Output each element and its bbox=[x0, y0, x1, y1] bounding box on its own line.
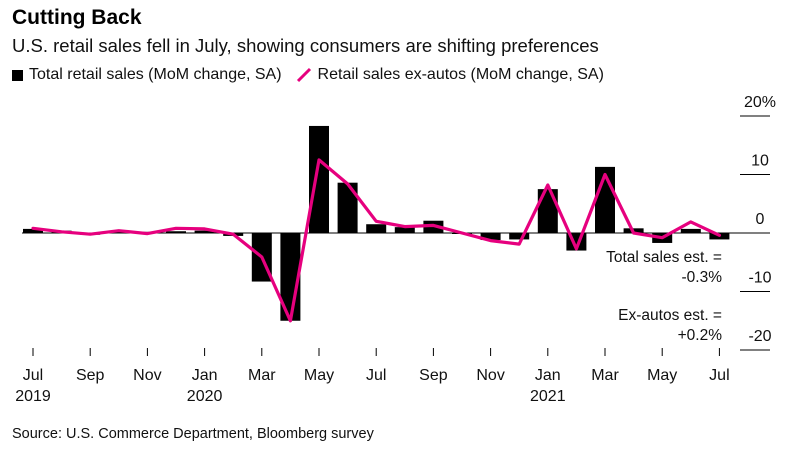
bar-total-sales bbox=[337, 182, 358, 233]
bar-total-sales bbox=[680, 228, 701, 233]
chart-title: Cutting Back bbox=[12, 6, 142, 29]
x-tick-label: Jan bbox=[192, 367, 218, 384]
x-tick-label: Mar bbox=[248, 367, 276, 384]
legend-label-ex-autos: Retail sales ex-autos (MoM change, SA) bbox=[317, 66, 604, 83]
x-tick-label: May bbox=[304, 367, 334, 384]
x-tick-label: Sep bbox=[76, 367, 105, 384]
x-tick-label: Jul bbox=[23, 367, 43, 384]
line-ex-autos bbox=[31, 158, 722, 323]
y-tick-label: 20% bbox=[744, 94, 776, 111]
chart-source: Source: U.S. Commerce Department, Bloomb… bbox=[12, 426, 374, 442]
bar-total-sales bbox=[394, 227, 415, 233]
annotation-value: +0.2% bbox=[678, 327, 723, 344]
bar-total-sales bbox=[366, 224, 387, 233]
annotation-text: Total sales est. = bbox=[606, 249, 722, 266]
y-tick-label: 10 bbox=[751, 153, 769, 170]
annotation-value: -0.3% bbox=[682, 269, 723, 286]
x-tick-label: Mar bbox=[591, 367, 619, 384]
annotation-text: Ex-autos est. = bbox=[618, 307, 722, 324]
x-tick-label: Nov bbox=[476, 367, 504, 384]
x-tick-year-label: 2020 bbox=[187, 388, 223, 405]
bar-total-sales bbox=[194, 230, 215, 233]
y-tick-label: 0 bbox=[756, 211, 765, 228]
legend-line-swatch bbox=[296, 67, 311, 83]
chart-subtitle: U.S. retail sales fell in July, showing … bbox=[12, 35, 599, 56]
x-tick-year-label: 2019 bbox=[15, 388, 51, 405]
x-tick-label: Sep bbox=[419, 367, 448, 384]
x-tick-label: Nov bbox=[133, 367, 161, 384]
bar-total-sales bbox=[166, 231, 186, 233]
legend-bar-swatch bbox=[12, 69, 23, 81]
bar-total-sales bbox=[309, 125, 329, 233]
y-tick-label: -10 bbox=[748, 270, 771, 287]
legend: Total retail sales (MoM change, SA) Reta… bbox=[12, 66, 604, 84]
x-tick-label: Jan bbox=[535, 367, 561, 384]
x-tick-label: Jul bbox=[709, 367, 729, 384]
bar-total-sales bbox=[23, 228, 43, 233]
bar-total-sales bbox=[537, 189, 558, 233]
x-tick-label: May bbox=[647, 367, 677, 384]
x-tick-year-label: 2021 bbox=[530, 388, 566, 405]
bar-total-sales bbox=[509, 233, 530, 240]
legend-label-total: Total retail sales (MoM change, SA) bbox=[29, 66, 282, 83]
x-tick-label: Jul bbox=[366, 367, 386, 384]
bar-total-sales bbox=[480, 233, 501, 241]
y-tick-label: -20 bbox=[748, 328, 771, 345]
